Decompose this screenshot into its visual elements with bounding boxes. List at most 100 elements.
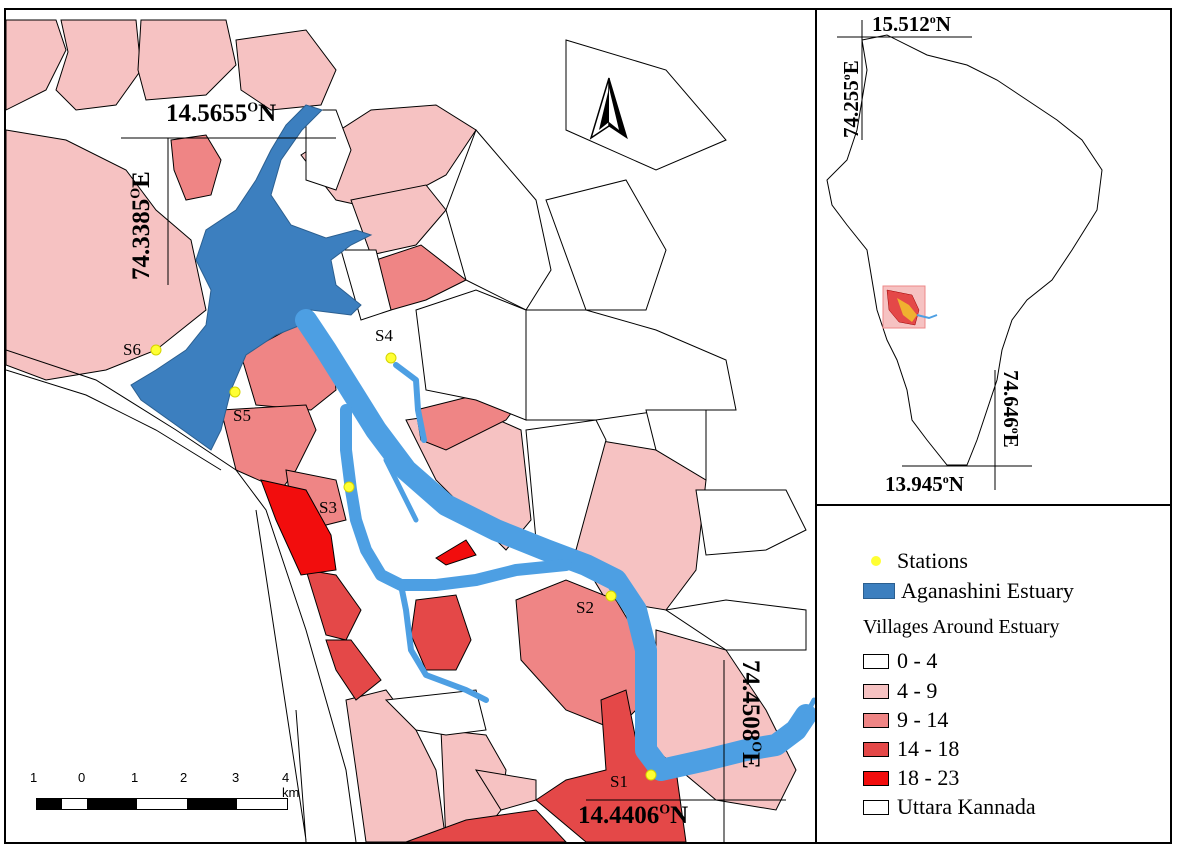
- legend-swatch: [863, 653, 889, 669]
- scale-bar-segments: [36, 798, 288, 810]
- village-polygon: [435, 539, 477, 566]
- station-marker: [343, 481, 355, 493]
- village-polygon: [55, 19, 142, 111]
- scale-tick-label: 1: [30, 770, 38, 785]
- station-legend-icon: [871, 556, 881, 566]
- legend-swatch: [863, 741, 889, 757]
- station-label-s3: S3: [319, 498, 337, 517]
- village-polygon: [345, 689, 447, 842]
- coord-right-lon: 74.4508OE: [737, 660, 764, 769]
- legend-stations: Stations: [863, 548, 968, 574]
- village-polygon: [325, 639, 382, 701]
- legend: Stations Aganashini Estuary Villages Aro…: [817, 506, 1170, 842]
- river-channel: [383, 457, 419, 523]
- village-polygon: [137, 19, 237, 101]
- village-polygon: [645, 409, 707, 481]
- village-polygon: [410, 594, 472, 671]
- panel-divider: [815, 10, 817, 842]
- river-channel: [398, 582, 489, 703]
- legend-class-label: 0 - 4: [897, 648, 938, 673]
- village-polygon: [6, 19, 67, 111]
- legend-class-1: 4 - 9: [863, 678, 937, 704]
- village-polygon: [565, 39, 727, 171]
- village-polygon: [340, 249, 392, 321]
- village-polygon: [525, 309, 737, 421]
- inset-coord-left-lon: 74.255oE: [839, 60, 863, 138]
- legend-class-2: 9 - 14: [863, 707, 948, 733]
- main-map: S1 S2 S3 S4 S5 S6 14.5655ON 74.3385OE 74…: [6, 10, 815, 842]
- legend-stations-label: Stations: [897, 548, 968, 573]
- scale-tick-label: 3: [232, 770, 240, 785]
- estuary-body: [130, 104, 373, 451]
- main-map-canvas: [6, 19, 815, 842]
- legend-class-label: 9 - 14: [897, 707, 949, 732]
- inset-map-canvas: [826, 20, 1103, 490]
- village-polygon: [305, 569, 362, 641]
- scale-tick-label: 2: [180, 770, 188, 785]
- inset-coord-right-lon: 74.646oE: [999, 370, 1023, 448]
- legend-swatch: [863, 770, 889, 786]
- panel-divider: [817, 504, 1170, 506]
- village-polygon: [305, 109, 352, 191]
- coord-bottom-lat: 14.4406ON: [578, 802, 689, 829]
- study-area-estuary: [897, 298, 917, 322]
- legend-region: Uttara Kannada: [863, 794, 1036, 820]
- study-area-river: [916, 314, 938, 320]
- village-polygon: [445, 129, 552, 311]
- legend-estuary-label: Aganashini Estuary: [901, 578, 1074, 603]
- station-label-s6: S6: [123, 340, 141, 359]
- coord-top-lat: 14.5655ON: [166, 100, 277, 127]
- coord-left-lon: 74.3385OE: [128, 171, 155, 280]
- station-label-s1: S1: [610, 772, 628, 791]
- village-polygon: [545, 179, 667, 311]
- village-polygon: [695, 489, 807, 556]
- river-channel: [393, 362, 427, 443]
- inset-map: 15.512oN 74.255oE 74.646oE 13.945oN: [817, 10, 1170, 504]
- river-channel: [340, 404, 572, 591]
- scale-tick-label: 1: [131, 770, 139, 785]
- village-polygon: [6, 129, 207, 381]
- north-arrow-icon: [589, 77, 628, 140]
- inset-coord-bottom-lat: 13.945oN: [885, 472, 964, 496]
- inset-coord-top-lat: 15.512oN: [872, 12, 951, 36]
- village-polygon: [260, 479, 337, 576]
- legend-class-label: 4 - 9: [897, 678, 938, 703]
- scale-bar: 1 0 1 2 3 4 km: [30, 770, 299, 810]
- village-polygon: [350, 184, 447, 256]
- village-polygon: [405, 809, 567, 842]
- legend-class-0: 0 - 4: [863, 648, 937, 674]
- station-marker: [385, 352, 397, 364]
- legend-class-3: 14 - 18: [863, 736, 959, 762]
- village-polygon: [664, 599, 807, 651]
- scale-bar-ticks: 1 0 1 2 3 4 km: [30, 770, 299, 800]
- station-label-s5: S5: [233, 406, 251, 425]
- station-marker: [150, 344, 162, 356]
- legend-swatch: [863, 683, 889, 699]
- legend-class-label: 18 - 23: [897, 765, 960, 790]
- station-label-s2: S2: [576, 598, 594, 617]
- scale-tick-label: 0: [78, 770, 86, 785]
- village-polygon: [535, 689, 687, 842]
- estuary-legend-swatch: [863, 583, 895, 599]
- coastline: [6, 349, 357, 842]
- legend-region-label: Uttara Kannada: [897, 794, 1036, 819]
- legend-class-label: 14 - 18: [897, 736, 960, 761]
- legend-estuary: Aganashini Estuary: [863, 578, 1074, 604]
- village-polygon: [235, 29, 337, 111]
- village-polygon: [525, 419, 607, 551]
- river-channel: [295, 309, 815, 781]
- legend-villages-title-label: Villages Around Estuary: [863, 616, 1060, 638]
- coastline: [6, 369, 222, 471]
- legend-swatch: [863, 799, 889, 815]
- village-polygon: [300, 104, 477, 211]
- legend-class-4: 18 - 23: [863, 765, 959, 791]
- village-polygon: [255, 509, 307, 842]
- district-outline: [826, 34, 1103, 466]
- village-polygon: [415, 289, 527, 421]
- scale-tick-label: 4 km: [282, 770, 300, 800]
- station-marker: [605, 590, 617, 602]
- village-polygon: [170, 134, 222, 201]
- river-channel: [803, 697, 815, 718]
- village-polygon: [384, 689, 487, 736]
- station-marker: [645, 769, 657, 781]
